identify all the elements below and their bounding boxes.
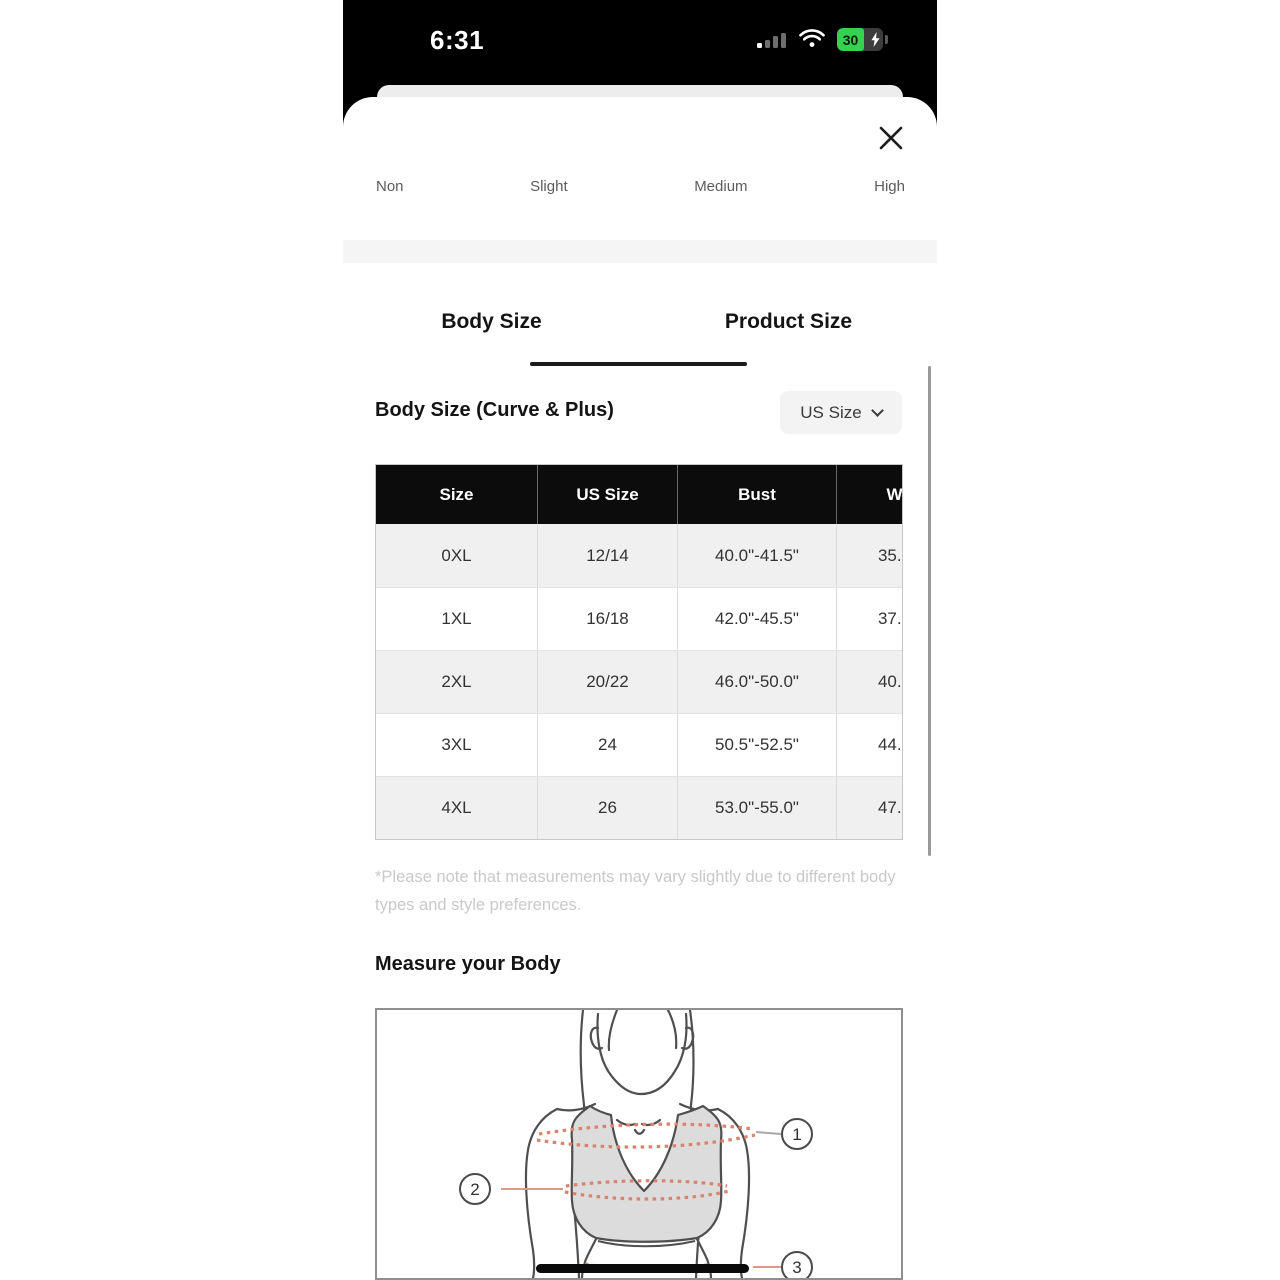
col-header-waist: W	[836, 465, 902, 524]
size-tabs: Body Size Product Size	[343, 310, 937, 334]
cell: 47.5	[836, 777, 902, 839]
stretch-label-slight: Slight	[530, 178, 568, 195]
cell: 24	[537, 714, 677, 776]
cell: 20/22	[537, 651, 677, 713]
marker-3-label: 3	[792, 1258, 801, 1277]
cell: 1XL	[441, 609, 472, 628]
cell: 0XL	[441, 545, 472, 565]
home-indicator[interactable]	[536, 1264, 749, 1273]
marker-3: 3	[781, 1251, 813, 1278]
cell: 35.5	[836, 524, 902, 587]
phone-screen: 6:31 30	[343, 0, 937, 1280]
tab-body-size[interactable]: Body Size	[441, 310, 542, 333]
body-measurement-diagram: 1 2 3	[375, 1008, 903, 1280]
cell: 53.0"-55.0"	[677, 777, 836, 839]
battery-nub	[885, 35, 888, 44]
marker-2-label: 2	[470, 1180, 479, 1199]
cellular-signal-icon	[757, 31, 789, 51]
stretch-label-high: High	[874, 178, 905, 195]
cell: 40.5	[836, 651, 902, 713]
stretch-scale-labels: Non Slight Medium High	[343, 178, 937, 195]
stretch-label-medium: Medium	[694, 178, 748, 195]
cell: 12/14	[537, 524, 677, 587]
marker-1: 1	[781, 1118, 813, 1150]
col-header-ussize: US Size	[537, 465, 677, 524]
marker-1-label: 1	[792, 1125, 801, 1144]
cell: 50.5"-52.5"	[677, 714, 836, 776]
scrollbar[interactable]	[928, 366, 931, 856]
cell: 3XL	[441, 735, 472, 754]
cell: 4XL	[441, 798, 472, 817]
crop-top-shape	[570, 1104, 723, 1243]
wifi-icon	[799, 29, 825, 53]
table-row: 0XL 12/14 40.0"-41.5" 35.5	[376, 524, 902, 587]
table-row: 3XL 24 50.5"-52.5" 44.5	[376, 713, 902, 776]
section-divider	[343, 240, 937, 263]
cell: 2XL	[441, 672, 472, 691]
cell: 42.0"-45.5"	[677, 588, 836, 650]
tab-product-size[interactable]: Product Size	[724, 310, 853, 333]
unit-dropdown[interactable]: US Size	[780, 391, 902, 434]
charging-bolt-icon	[871, 32, 880, 47]
col-header-bust: Bust	[677, 465, 836, 524]
measure-body-heading: Measure your Body	[375, 953, 561, 975]
body-size-heading: Body Size (Curve & Plus)	[375, 399, 614, 421]
chevron-down-icon	[870, 403, 884, 417]
measurement-note: *Please note that measurements may vary …	[375, 868, 896, 914]
stretch-label-non: Non	[376, 178, 404, 195]
close-icon[interactable]	[876, 124, 906, 154]
unit-dropdown-value: US Size	[800, 402, 862, 422]
table-row: 4XL 26 53.0"-55.0" 47.5	[376, 776, 902, 839]
marker-2: 2	[459, 1173, 491, 1205]
cell: 26	[537, 777, 677, 839]
status-bar: 6:31 30	[343, 0, 937, 85]
table-row: 2XL 20/22 46.0"-50.0" 40.5	[376, 650, 902, 713]
clock: 6:31	[430, 25, 485, 55]
cell: 46.0"-50.0"	[677, 651, 836, 713]
size-guide-sheet: Non Slight Medium High Body Size Product…	[343, 97, 937, 1280]
cell: 44.5	[836, 714, 902, 776]
cell: 37.5	[836, 588, 902, 650]
cell: 40.0"-41.5"	[677, 524, 836, 587]
cell: 16/18	[537, 588, 677, 650]
table-header-row: Size US Size Bust W	[376, 465, 902, 524]
col-header-size: Size	[439, 484, 474, 504]
size-table[interactable]: Size US Size Bust W 0XL 12/14 40.0"-41.5…	[375, 464, 903, 840]
battery-icon: 30	[837, 28, 883, 51]
tab-active-indicator	[530, 362, 747, 366]
table-row: 1XL 16/18 42.0"-45.5" 37.5	[376, 587, 902, 650]
